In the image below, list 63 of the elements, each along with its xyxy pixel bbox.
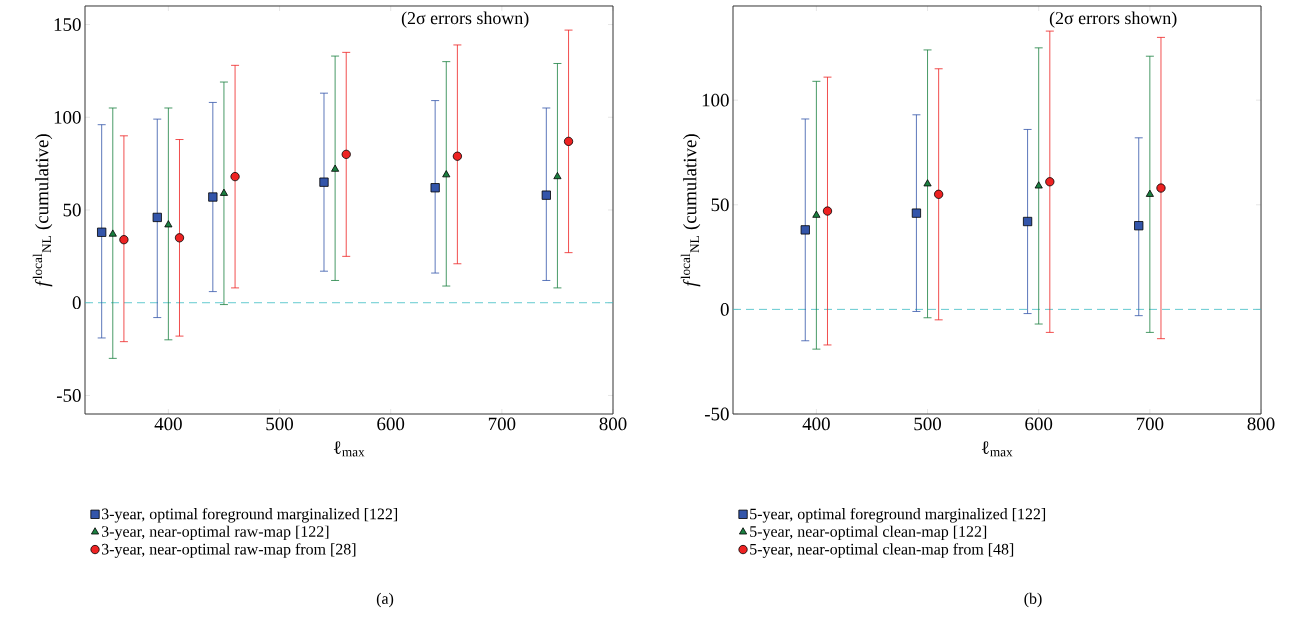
y-tick-label: 50 <box>711 198 729 212</box>
point <box>119 235 129 245</box>
point <box>923 179 932 187</box>
legend-label: 3-year, near-optimal raw-map [122] <box>101 525 329 541</box>
y-tick-label: 100 <box>54 110 81 124</box>
point <box>230 172 240 182</box>
point <box>553 172 562 180</box>
point <box>812 210 821 218</box>
point <box>331 164 340 172</box>
point <box>800 225 810 235</box>
y-tick-label: 0 <box>72 296 81 310</box>
legend-label: 5-year, optimal foreground marginalized [122] <box>750 507 1046 523</box>
point <box>208 192 218 202</box>
text: (b) <box>1024 592 1042 608</box>
point <box>442 170 451 178</box>
point <box>1156 183 1166 193</box>
point <box>97 227 107 237</box>
x-tick-label: 600 <box>377 417 405 431</box>
x-tick-label: 800 <box>1247 417 1275 431</box>
point <box>1034 181 1043 189</box>
point <box>1134 221 1144 231</box>
y-tick-label: 0 <box>720 303 729 316</box>
y-tick-label: 150 <box>54 18 81 31</box>
text: (a) <box>376 592 394 608</box>
x-tick-label: 700 <box>1136 417 1164 431</box>
x-tick-label: 400 <box>154 417 182 431</box>
point <box>452 151 462 161</box>
point <box>174 233 185 243</box>
legend-label: 5-year, near-optimal clean-map from [48] <box>750 543 1014 558</box>
point <box>152 212 162 223</box>
point <box>911 208 922 218</box>
point <box>934 189 944 199</box>
y-tick-label: -50 <box>56 389 81 402</box>
x-tick-label: 800 <box>599 417 627 431</box>
point <box>164 220 173 228</box>
point <box>541 190 551 200</box>
x-tick-label: 500 <box>266 417 293 431</box>
point <box>1022 216 1033 227</box>
annotation: (2σ errors shown) <box>1049 11 1177 28</box>
point <box>319 177 329 187</box>
point <box>108 229 117 237</box>
point <box>341 149 351 159</box>
point <box>430 183 440 193</box>
y-axis-title: f$^{local}$$_{NL}$ (cumulative) <box>32 134 53 287</box>
annotation: (2σ errors shown) <box>401 11 529 28</box>
x-tick-label: 500 <box>914 417 942 431</box>
point <box>1045 177 1055 187</box>
point <box>1145 189 1154 197</box>
x-axis-title: ℓ$_{max}$ <box>333 441 365 457</box>
legend-label: 3-year, near-optimal raw-map from [28] <box>101 543 356 558</box>
point <box>219 188 228 196</box>
y-tick-label: 50 <box>63 203 81 217</box>
legend-label: 3-year, optimal foreground marginalized [122] <box>101 507 398 523</box>
point <box>822 206 833 216</box>
point <box>563 136 574 146</box>
legend-label: 5-year, near-optimal clean-map [122] <box>750 525 987 541</box>
x-tick-label: 700 <box>488 417 516 431</box>
x-tick-label: 400 <box>802 417 830 431</box>
y-tick-label: 100 <box>702 93 729 107</box>
x-tick-label: 600 <box>1025 417 1053 431</box>
y-axis-title: f$^{local}$$_{NL}$ (cumulative) <box>680 134 701 287</box>
x-axis-title: ℓ$_{max}$ <box>981 441 1013 457</box>
y-tick-label: -50 <box>704 407 729 421</box>
